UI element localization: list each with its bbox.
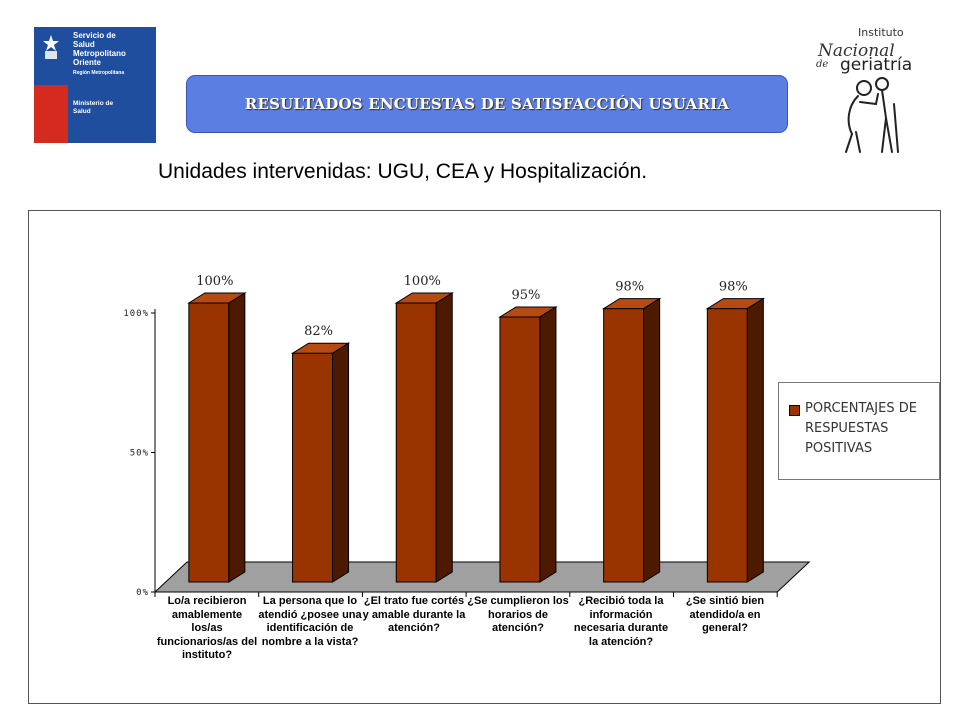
- legend-swatch: [789, 405, 800, 416]
- bar-front-4: [499, 316, 541, 583]
- bar-front-3: [395, 302, 437, 583]
- logo-right-word4: geriatría: [840, 55, 912, 75]
- bar-side-2: [332, 342, 350, 583]
- title-banner: RESULTADOS ENCUESTAS DE SATISFACCIÓN USU…: [186, 75, 788, 133]
- elderly-figure-icon: [845, 77, 899, 153]
- category-label-5: ¿Recibió toda la información necesaria d…: [573, 595, 669, 648]
- logo-line-1: Servicio de: [73, 31, 116, 40]
- bar-side-5: [643, 297, 661, 583]
- data-label-2: 82%: [304, 324, 333, 339]
- data-label-6: 98%: [719, 280, 748, 295]
- bar-front-6: [706, 308, 748, 583]
- instituto-geriatria-logo: Instituto Nacional de geriatría: [816, 26, 912, 153]
- bar-side-6: [746, 297, 764, 583]
- bar-1: [187, 292, 247, 583]
- data-label-1: 100%: [196, 274, 233, 289]
- bar-front-2: [292, 352, 334, 583]
- bar-side-1: [228, 292, 246, 583]
- bar-side-4: [539, 306, 557, 583]
- data-label-5: 98%: [615, 280, 644, 295]
- logo-ministry-1: Ministerio de: [73, 100, 114, 107]
- chart-legend: PORCENTAJES DE RESPUESTAS POSITIVAS: [778, 382, 940, 480]
- y-tick-label-1: 0%: [136, 588, 149, 598]
- banner-title: RESULTADOS ENCUESTAS DE SATISFACCIÓN USU…: [244, 95, 730, 113]
- logo-ministry-2: Salud: [73, 108, 91, 115]
- category-label-1: Lo/a recibieron amablemente los/as funci…: [156, 595, 258, 661]
- logo-region: Región Metropolitana: [73, 70, 125, 76]
- logo-right-word2: Nacional: [817, 41, 895, 61]
- bar-5: [601, 297, 662, 583]
- bar-2: [290, 342, 351, 583]
- legend-label: PORCENTAJES DE RESPUESTAS POSITIVAS: [805, 401, 917, 456]
- bar-6: [705, 297, 766, 583]
- bar-front-1: [188, 302, 230, 583]
- data-label-4: 95%: [511, 288, 540, 303]
- bar-front-5: [603, 308, 645, 583]
- chile-flag-block: [34, 27, 68, 143]
- y-tick-label-3: 100%: [123, 309, 149, 319]
- data-label-3: 100%: [404, 274, 441, 289]
- category-label-3: ¿El trato fue cortés y amable durante la…: [362, 595, 466, 634]
- page-subtitle: Unidades intervenidas: UGU, CEA y Hospit…: [158, 160, 648, 183]
- category-label-4: ¿Se cumplieron los horarios de atención?: [467, 595, 569, 634]
- bar-side-3: [435, 292, 453, 583]
- y-tick-label-2: 50%: [130, 449, 149, 459]
- category-label-6: ¿Se sintió bien atendido/a en general?: [685, 595, 765, 634]
- category-label-2: La persona que lo atendió ¿posee una ide…: [258, 595, 362, 648]
- coat-of-arms-icon: [43, 35, 59, 59]
- logo-right-word3: de: [816, 59, 828, 70]
- bar-4: [498, 306, 558, 583]
- logo-line-2: Salud: [73, 40, 95, 49]
- bar-3: [394, 292, 454, 583]
- logo-line-4: Oriente: [73, 58, 102, 67]
- servicio-salud-logo: Servicio de Salud Metropolitano Oriente …: [34, 27, 156, 143]
- logo-line-3: Metropolitano: [73, 49, 126, 58]
- logo-right-word1: Instituto: [858, 26, 904, 39]
